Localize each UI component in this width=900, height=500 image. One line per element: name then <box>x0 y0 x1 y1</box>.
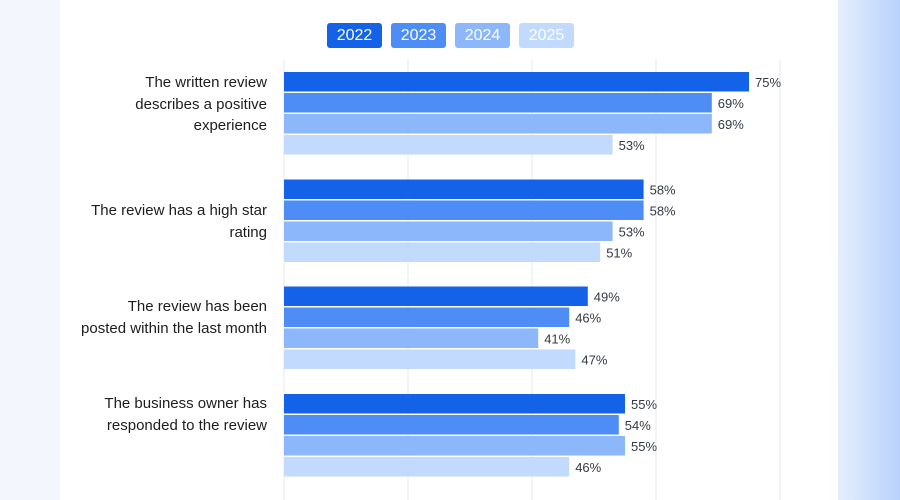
bar-2022 <box>284 179 644 199</box>
category-label: The written review describes a positive … <box>135 74 267 134</box>
bar-2025 <box>284 349 576 369</box>
value-label: 69% <box>718 117 744 132</box>
value-label: 47% <box>581 352 607 367</box>
value-label: 49% <box>594 289 620 304</box>
value-label: 51% <box>606 245 632 260</box>
legend: 2022 2023 2024 2025 <box>327 23 574 48</box>
bar-2025 <box>284 457 570 477</box>
legend-item-2022[interactable]: 2022 <box>327 23 382 48</box>
value-label: 41% <box>544 331 570 346</box>
bar-2024 <box>284 221 613 241</box>
category-label: The business owner has responded to the … <box>104 395 267 434</box>
value-label: 53% <box>619 138 645 153</box>
bar-2023 <box>284 200 644 220</box>
bar-2023 <box>284 415 619 435</box>
bar-2023 <box>284 307 570 327</box>
value-label: 53% <box>619 224 645 239</box>
legend-item-2025[interactable]: 2025 <box>519 23 574 48</box>
category-label: The review has been posted within the la… <box>81 298 267 337</box>
bar-2022 <box>284 394 625 414</box>
value-label: 75% <box>755 75 781 90</box>
value-label: 55% <box>631 439 657 454</box>
value-label: 54% <box>625 418 651 433</box>
value-label: 46% <box>575 460 601 475</box>
bar-2024 <box>284 114 712 134</box>
value-label: 69% <box>718 96 744 111</box>
category-label: The review has a high star rating <box>91 202 267 241</box>
bar-2022 <box>284 72 749 92</box>
bar-2022 <box>284 286 588 306</box>
legend-item-2023[interactable]: 2023 <box>391 23 446 48</box>
value-label: 58% <box>650 203 676 218</box>
value-label: 55% <box>631 397 657 412</box>
bar-2025 <box>284 242 601 262</box>
bar-2023 <box>284 93 712 113</box>
bar-2025 <box>284 135 613 155</box>
bar-2024 <box>284 328 539 348</box>
bar-2024 <box>284 436 625 456</box>
value-label: 46% <box>575 310 601 325</box>
legend-item-2024[interactable]: 2024 <box>455 23 510 48</box>
value-label: 58% <box>650 182 676 197</box>
